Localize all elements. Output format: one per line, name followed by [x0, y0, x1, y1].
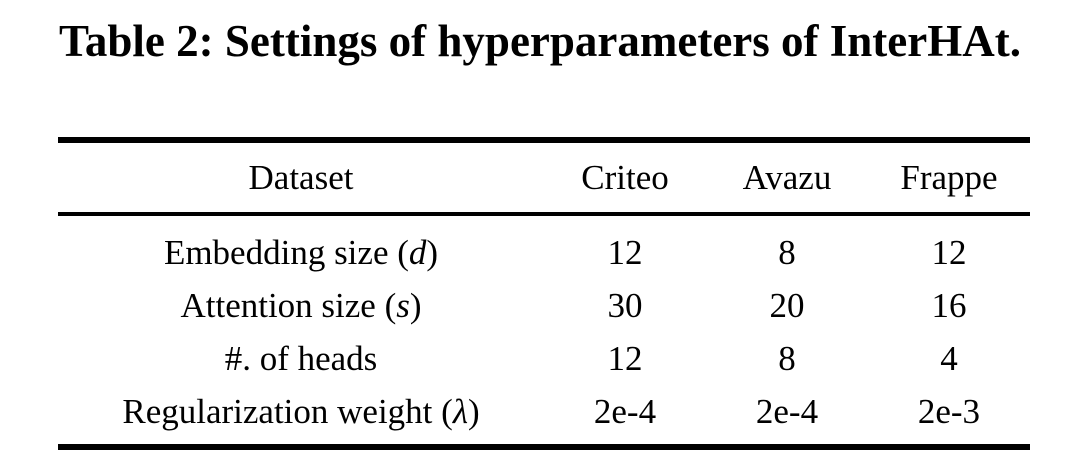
table-row-num-heads: #. of heads 12 8 4: [58, 332, 1030, 385]
row-label-text: Regularization weight (: [122, 391, 453, 431]
row-label-text: Embedding size (: [163, 232, 409, 272]
cell-criteo: 30: [607, 285, 643, 325]
row-label: Embedding size (d): [58, 233, 544, 273]
cell-avazu: 2e-4: [755, 391, 819, 431]
cell-frappe: 16: [931, 285, 967, 325]
table-body: Embedding size (d) 12 8 12 Attention siz…: [58, 216, 1030, 444]
param-symbol: d: [408, 232, 427, 272]
cell-frappe: 4: [940, 338, 958, 378]
hyperparameters-table: Dataset Criteo Avazu Frappe Embedding si…: [58, 137, 1030, 450]
table-caption: Table 2: Settings of hyperparameters of …: [59, 16, 1021, 66]
cell-avazu: 8: [778, 232, 796, 272]
cell-frappe: 12: [931, 232, 967, 272]
row-label: Regularization weight (λ): [58, 392, 544, 432]
column-header-frappe: Frappe: [900, 157, 998, 197]
row-label-close: ): [426, 232, 439, 272]
row-label: Attention size (s): [58, 286, 544, 326]
cell-frappe: 2e-3: [917, 391, 981, 431]
row-label-close: ): [409, 285, 422, 325]
table-row-regularization-weight: Regularization weight (λ) 2e-4 2e-4 2e-3: [58, 385, 1030, 438]
param-symbol: λ: [452, 391, 468, 431]
cell-criteo: 12: [607, 338, 643, 378]
column-header-dataset: Dataset: [248, 157, 354, 197]
column-header-criteo: Criteo: [581, 157, 669, 197]
table-row-embedding-size: Embedding size (d) 12 8 12: [58, 226, 1030, 279]
cell-avazu: 20: [769, 285, 805, 325]
cell-avazu: 8: [778, 338, 796, 378]
row-label-close: ): [467, 391, 480, 431]
table-row-attention-size: Attention size (s) 30 20 16: [58, 279, 1030, 332]
cell-criteo: 12: [607, 232, 643, 272]
mid-rule: [58, 212, 1030, 216]
param-symbol: s: [396, 285, 410, 325]
row-label: #. of heads: [58, 339, 544, 379]
row-label-text: #. of heads: [224, 338, 378, 378]
bottom-rule: [58, 444, 1030, 450]
column-header-avazu: Avazu: [742, 157, 832, 197]
row-label-text: Attention size (: [180, 285, 397, 325]
cell-criteo: 2e-4: [593, 391, 657, 431]
top-rule: [58, 137, 1030, 143]
header-row: Dataset Criteo Avazu Frappe: [58, 143, 1030, 212]
